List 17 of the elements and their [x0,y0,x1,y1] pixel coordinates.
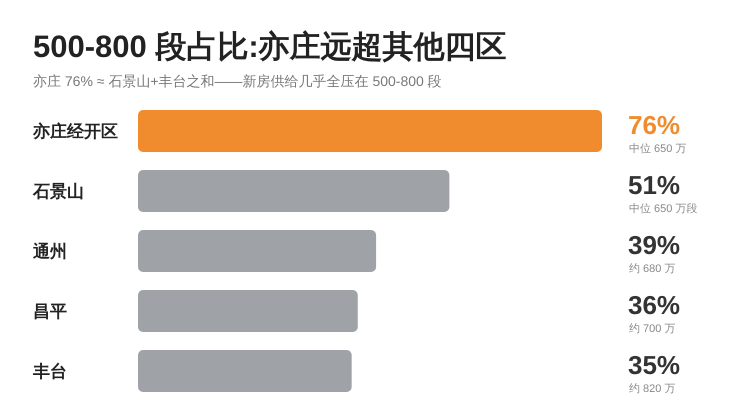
text: 约 700 万 [629,323,676,335]
chart-title: 500-800 段占比:亦庄远超其他四区 [33,29,507,64]
y-tick-label: 丰台 [32,362,67,381]
y-tick-label: 昌平 [33,302,67,321]
text: 中位 650 万段 [629,202,698,215]
data-label: 36% [628,290,680,320]
data-label: 35% [628,350,680,380]
chart-subtitle: 亦庄 76% ≈ 石景山+丰台之和——新房供给几乎全压在 500-800 段 [33,73,442,89]
data-label: 51% [628,170,680,200]
y-tick-label: 石景山 [32,182,84,201]
y-tick-label: 亦庄经开区 [32,122,118,141]
data-label: 39% [628,230,680,260]
data-label: 76% [628,110,680,140]
text: 约 820 万 [629,383,676,395]
text: 中位 650 万 [629,142,686,155]
y-tick-label: 通州 [32,242,67,261]
text: 约 680 万 [629,263,676,275]
